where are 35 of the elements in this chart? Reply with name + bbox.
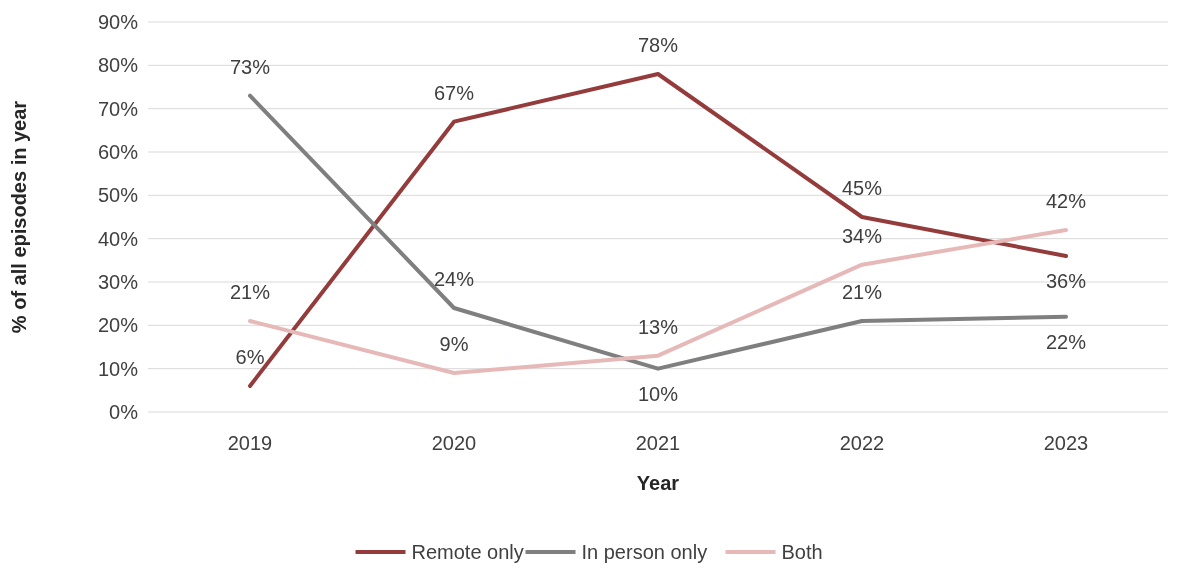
data-label: 21% — [841, 281, 883, 303]
x-tick-label: 2021 — [635, 432, 681, 454]
data-label: 36% — [1045, 270, 1087, 292]
data-label: 13% — [637, 315, 679, 338]
legend-label: Remote only — [411, 541, 524, 563]
y-tick-label: 30% — [97, 271, 139, 293]
y-tick-label: 20% — [97, 314, 139, 337]
y-tick-label: 70% — [97, 97, 139, 120]
data-label: 78% — [637, 34, 679, 56]
y-tick-label: 10% — [97, 357, 139, 380]
data-label: 22% — [1045, 330, 1087, 353]
y-tick-label: 60% — [97, 141, 139, 163]
x-tick-label: 2019 — [227, 432, 273, 454]
data-label: 6% — [235, 346, 265, 368]
y-tick-label: 50% — [97, 184, 139, 207]
y-axis-title: % of all episodes in year — [8, 100, 30, 334]
y-tick-label: 80% — [97, 54, 139, 77]
x-tick-label: 2022 — [839, 432, 885, 454]
data-label: 10% — [637, 382, 679, 405]
x-tick-label: 2023 — [1043, 432, 1089, 454]
data-label: 45% — [841, 177, 883, 199]
y-tick-label: 90% — [97, 11, 139, 33]
legend-label: In person only — [581, 541, 708, 563]
data-label: 42% — [1045, 190, 1087, 212]
data-label: 67% — [433, 81, 475, 104]
data-label: 24% — [433, 268, 475, 290]
data-label: 73% — [229, 55, 271, 78]
data-label: 34% — [841, 224, 883, 247]
x-axis-title: Year — [636, 472, 680, 494]
legend-label: Both — [781, 541, 823, 563]
x-tick-label: 2020 — [431, 432, 477, 454]
data-label: 9% — [439, 333, 469, 355]
data-label: 21% — [229, 281, 271, 303]
y-tick-label: 0% — [109, 401, 139, 423]
y-tick-label: 40% — [97, 227, 139, 250]
